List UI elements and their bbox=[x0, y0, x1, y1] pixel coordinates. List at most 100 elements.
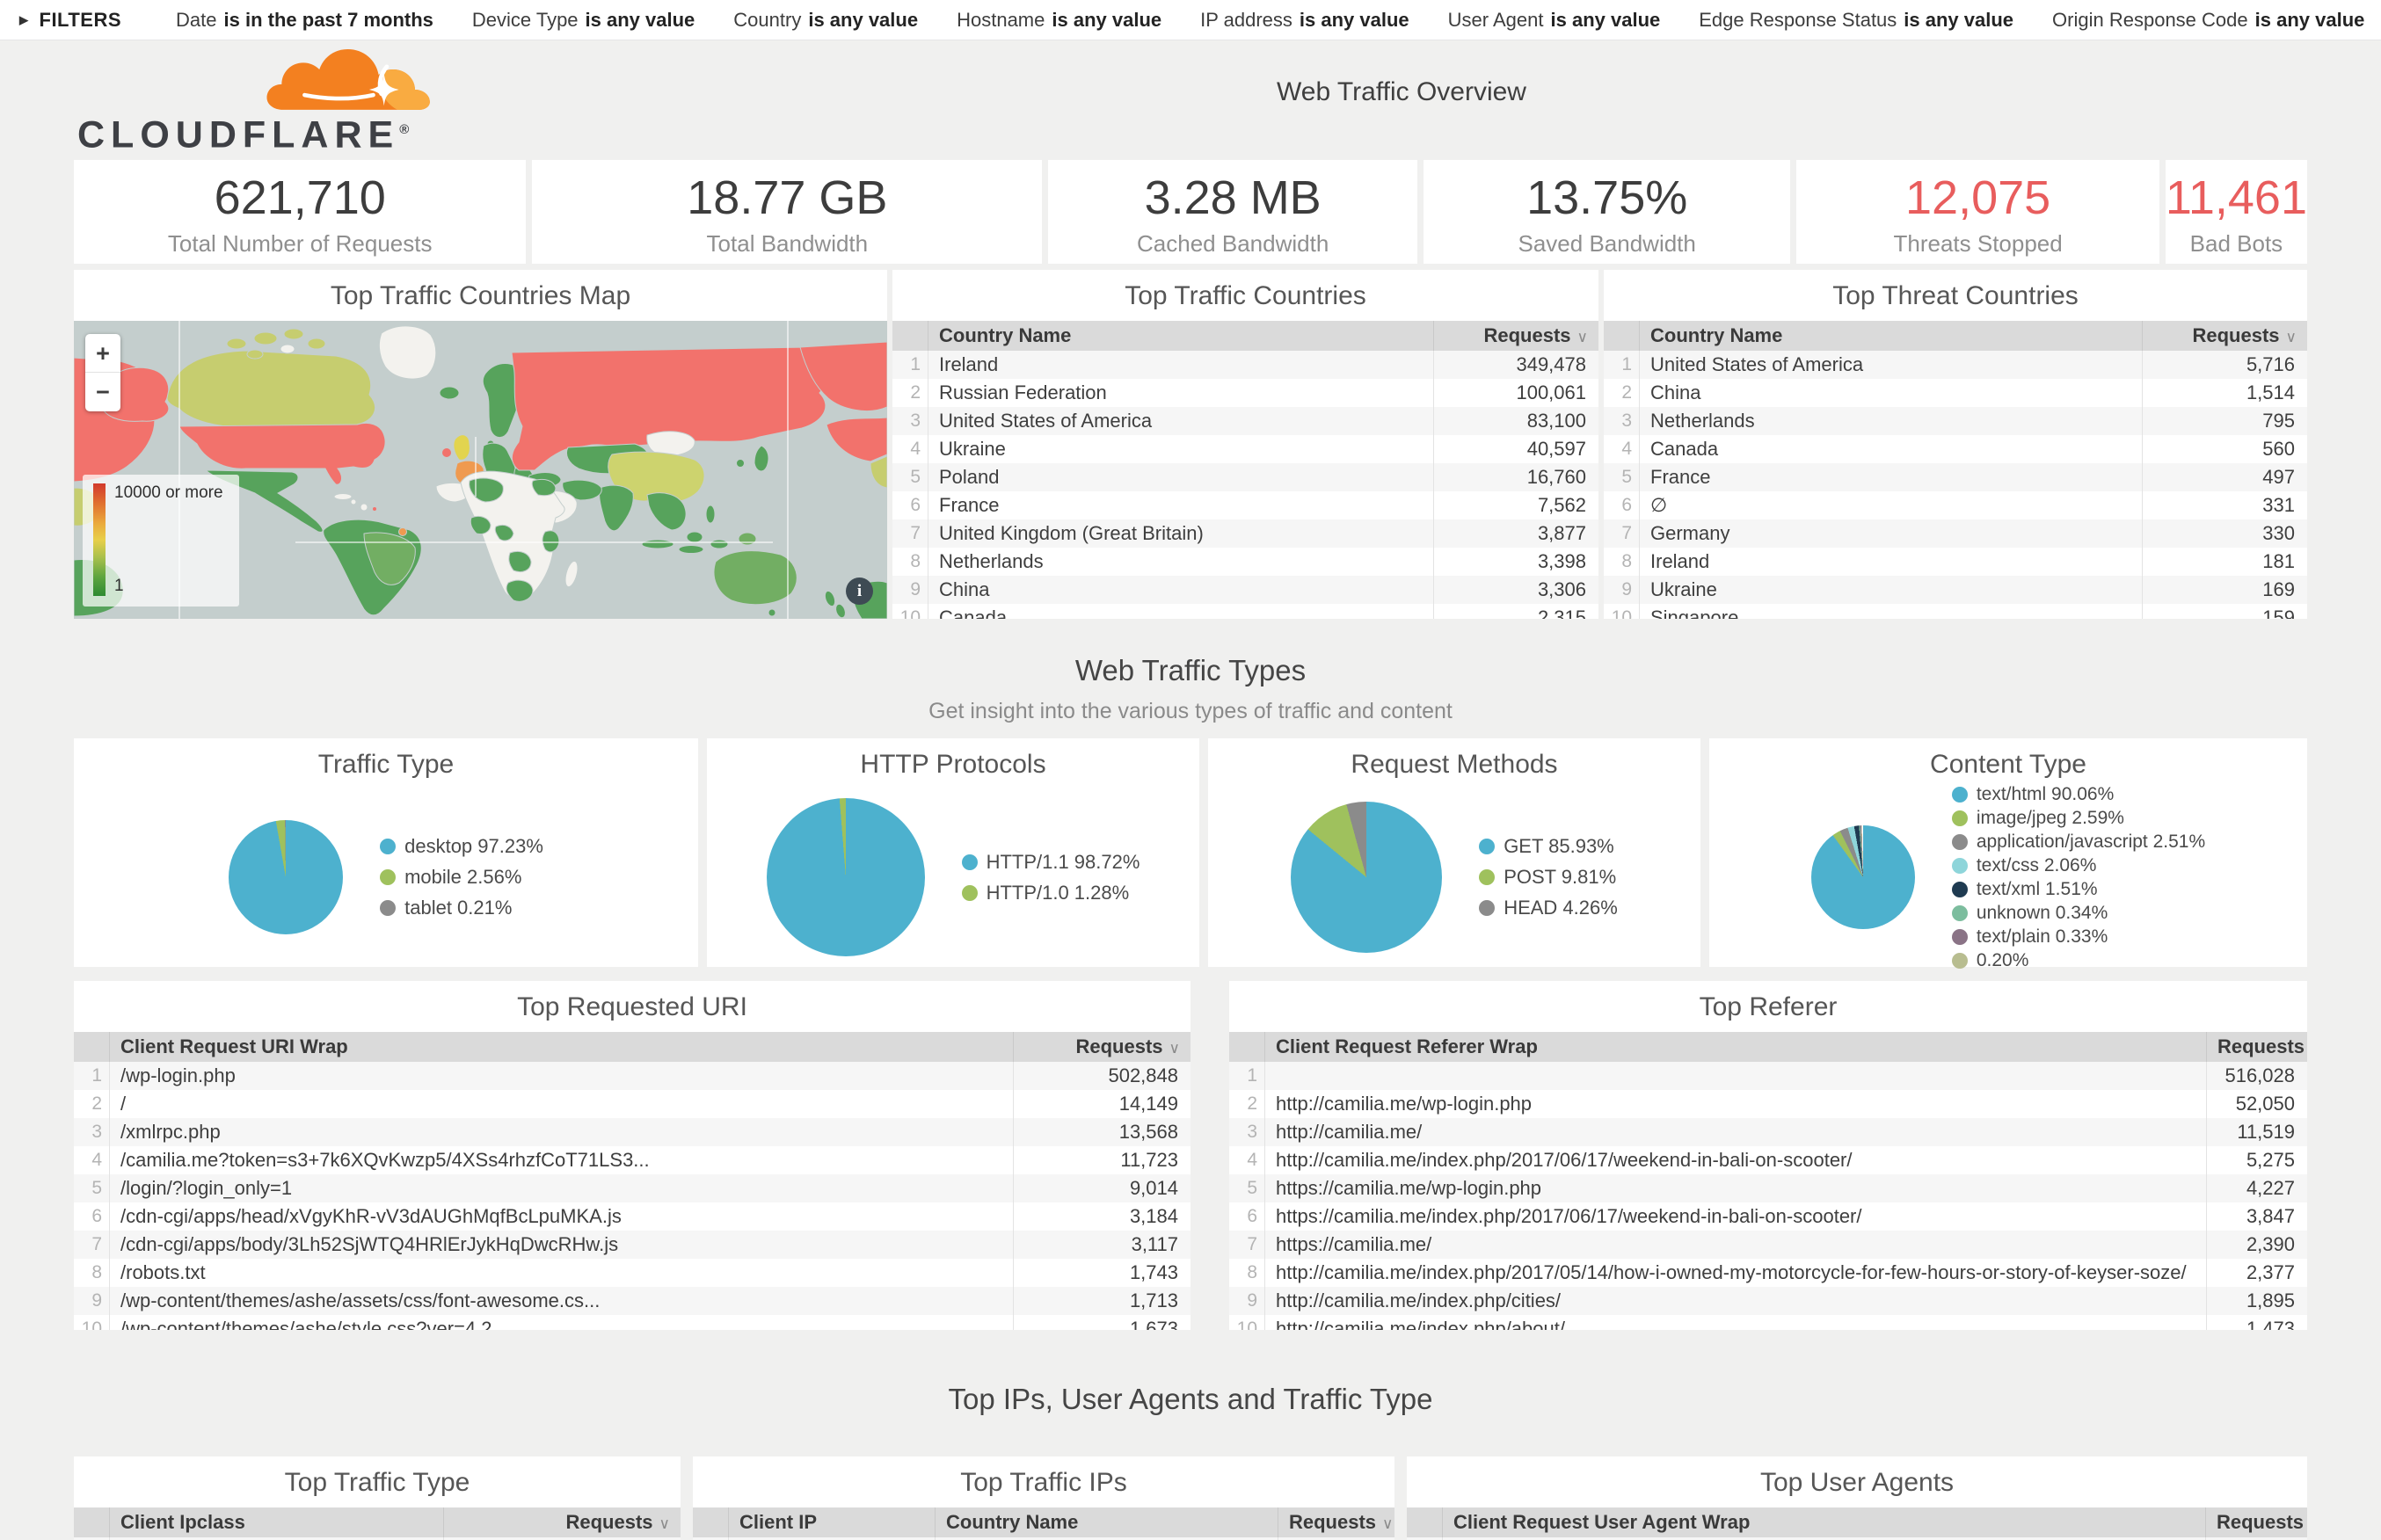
table-row[interactable]: 3 http://camilia.me/ 11,519 bbox=[1229, 1118, 2307, 1146]
row-number: 8 bbox=[1621, 551, 1632, 571]
world-map[interactable]: + − 10000 or more 1 i bbox=[74, 321, 887, 619]
filter-item[interactable]: Date is in the past 7 months bbox=[176, 9, 433, 32]
country-column-header[interactable]: Country Name bbox=[935, 1507, 1278, 1537]
legend-item[interactable]: 0.20% bbox=[1951, 950, 2205, 971]
legend-item[interactable]: text/html 90.06% bbox=[1951, 784, 2205, 805]
user-agent-column-header[interactable]: Client Request User Agent Wrap bbox=[1442, 1507, 2205, 1537]
table-row[interactable]: 1 noRecord 568,088 bbox=[74, 1537, 681, 1540]
table-row[interactable]: 5 /login/?login_only=1 9,014 bbox=[74, 1174, 1190, 1202]
table-row[interactable]: 8 Ireland 181 bbox=[1604, 548, 2307, 576]
table-row[interactable]: 6 https://camilia.me/index.php/2017/06/1… bbox=[1229, 1202, 2307, 1231]
ipclass-column-header[interactable]: Client Ipclass bbox=[109, 1507, 443, 1537]
client-ip-column-header[interactable]: Client IP bbox=[728, 1507, 935, 1537]
legend-item[interactable]: GET 85.93% bbox=[1479, 835, 1618, 858]
country-cell: Canada bbox=[1639, 435, 2142, 463]
row-number: 3 bbox=[91, 1122, 102, 1142]
table-row[interactable]: 2 China 1,514 bbox=[1604, 379, 2307, 407]
legend-item[interactable]: mobile 2.56% bbox=[380, 866, 543, 889]
row-number: 10 bbox=[899, 607, 921, 619]
legend-item[interactable]: tablet 0.21% bbox=[380, 897, 543, 919]
table-row[interactable]: 8 http://camilia.me/index.php/2017/05/14… bbox=[1229, 1259, 2307, 1287]
table-row[interactable]: 4 /camilia.me?token=s3+7k6XQvKwzp5/4XSs4… bbox=[74, 1146, 1190, 1174]
table-row[interactable]: 5 Poland 16,760 bbox=[892, 463, 1598, 491]
table-row[interactable]: 1 United States of America 5,716 bbox=[1604, 351, 2307, 379]
filter-item[interactable]: User Agent is any value bbox=[1448, 9, 1661, 32]
filter-item[interactable]: Edge Response Status is any value bbox=[1699, 9, 2013, 32]
table-row[interactable]: 10 http://camilia.me/index.php/about/ 1,… bbox=[1229, 1315, 2307, 1330]
table-row[interactable]: 4 Ukraine 40,597 bbox=[892, 435, 1598, 463]
country-name-header[interactable]: Country Name bbox=[1639, 321, 2142, 351]
filter-item[interactable]: Country is any value bbox=[733, 9, 918, 32]
request-methods-pie-chart[interactable] bbox=[1291, 802, 1443, 953]
table-row[interactable]: 7 United Kingdom (Great Britain) 3,877 bbox=[892, 519, 1598, 548]
legend-item[interactable]: HEAD 4.26% bbox=[1479, 897, 1618, 919]
referer-column-header[interactable]: Client Request Referer Wrap bbox=[1264, 1032, 2206, 1062]
table-row[interactable]: 9 http://camilia.me/index.php/cities/ 1,… bbox=[1229, 1287, 2307, 1315]
table-row[interactable]: 6 France 7,562 bbox=[892, 491, 1598, 519]
table-row[interactable]: 8 Netherlands 3,398 bbox=[892, 548, 1598, 576]
filters-toggle[interactable]: ▶ FILTERS bbox=[19, 9, 121, 32]
table-row[interactable]: 2 http://camilia.me/wp-login.php 52,050 bbox=[1229, 1090, 2307, 1118]
table-row[interactable]: 10 /wp-content/themes/ashe/style.css?ver… bbox=[74, 1315, 1190, 1330]
table-row[interactable]: 1 185.234.218.33 Ireland 96,945 bbox=[693, 1537, 1394, 1540]
legend-item[interactable]: text/plain 0.33% bbox=[1951, 926, 2205, 948]
table-row[interactable]: 10 Singapore 159 bbox=[1604, 604, 2307, 619]
table-row[interactable]: 3 Netherlands 795 bbox=[1604, 407, 2307, 435]
legend-item[interactable]: desktop 97.23% bbox=[380, 835, 543, 858]
table-row[interactable]: 3 /xmlrpc.php 13,568 bbox=[74, 1118, 1190, 1146]
filters-label: FILTERS bbox=[39, 8, 122, 31]
requests-sort-header[interactable]: Requests∨ bbox=[2142, 321, 2307, 351]
table-row[interactable]: 7 /cdn-cgi/apps/body/3Lh52SjWTQ4HRlErJyk… bbox=[74, 1231, 1190, 1259]
stat-value: 12,075 bbox=[1905, 171, 2051, 224]
filter-item[interactable]: Origin Response Code is any value bbox=[2052, 9, 2364, 32]
legend-item[interactable]: text/css 2.06% bbox=[1951, 855, 2205, 876]
table-row[interactable]: 6 /cdn-cgi/apps/head/xVgyKhR-vV3dAUGhMqf… bbox=[74, 1202, 1190, 1231]
table-row[interactable]: 6 ∅ 331 bbox=[1604, 491, 2307, 519]
table-row[interactable]: 8 /robots.txt 1,743 bbox=[74, 1259, 1190, 1287]
content-type-pie-chart[interactable] bbox=[1810, 825, 1915, 929]
panel-top-requested-uri: Top Requested URI Client Request URI Wra… bbox=[74, 981, 1190, 1330]
legend-item[interactable]: unknown 0.34% bbox=[1951, 903, 2205, 924]
table-row[interactable]: 3 United States of America 83,100 bbox=[892, 407, 1598, 435]
table-row[interactable]: 9 Ukraine 169 bbox=[1604, 576, 2307, 604]
legend-color-dot bbox=[1951, 857, 1968, 874]
requests-cell: 330 bbox=[2142, 519, 2307, 548]
table-row[interactable]: 1 /wp-login.php 502,848 bbox=[74, 1062, 1190, 1090]
traffic-type-pie-chart[interactable] bbox=[229, 820, 344, 934]
requests-sort-header[interactable]: Requests∨ bbox=[443, 1507, 681, 1537]
table-row[interactable]: 1 Mozilla/5.0 (Windows NT 6.1; WOW64; rv… bbox=[1407, 1537, 2307, 1540]
table-row[interactable]: 1 516,028 bbox=[1229, 1062, 2307, 1090]
legend-item[interactable]: HTTP/1.0 1.28% bbox=[961, 882, 1140, 904]
uri-column-header[interactable]: Client Request URI Wrap bbox=[109, 1032, 1013, 1062]
filter-item[interactable]: Device Type is any value bbox=[472, 9, 695, 32]
requests-sort-header[interactable]: Requests∨ bbox=[2205, 1507, 2307, 1537]
table-row[interactable]: 10 Canada 2,315 bbox=[892, 604, 1598, 619]
requests-sort-header[interactable]: Requests∨ bbox=[1013, 1032, 1190, 1062]
zoom-out-button[interactable]: − bbox=[96, 379, 110, 405]
legend-item[interactable]: POST 9.81% bbox=[1479, 866, 1618, 889]
table-row[interactable]: 4 Canada 560 bbox=[1604, 435, 2307, 463]
requests-sort-header[interactable]: Requests∨ bbox=[1433, 321, 1598, 351]
table-row[interactable]: 4 http://camilia.me/index.php/2017/06/17… bbox=[1229, 1146, 2307, 1174]
table-row[interactable]: 9 China 3,306 bbox=[892, 576, 1598, 604]
legend-item[interactable]: text/xml 1.51% bbox=[1951, 879, 2205, 900]
table-row[interactable]: 9 /wp-content/themes/ashe/assets/css/fon… bbox=[74, 1287, 1190, 1315]
table-row[interactable]: 1 Ireland 349,478 bbox=[892, 351, 1598, 379]
filter-item[interactable]: Hostname is any value bbox=[957, 9, 1161, 32]
table-row[interactable]: 5 France 497 bbox=[1604, 463, 2307, 491]
legend-item[interactable]: HTTP/1.1 98.72% bbox=[961, 851, 1140, 874]
table-row[interactable]: 7 https://camilia.me/ 2,390 bbox=[1229, 1231, 2307, 1259]
map-info-icon[interactable]: i bbox=[846, 578, 873, 605]
table-row[interactable]: 2 Russian Federation 100,061 bbox=[892, 379, 1598, 407]
table-row[interactable]: 7 Germany 330 bbox=[1604, 519, 2307, 548]
legend-item[interactable]: image/jpeg 2.59% bbox=[1951, 808, 2205, 829]
filter-item[interactable]: IP address is any value bbox=[1200, 9, 1409, 32]
requests-sort-header[interactable]: Requests∨ bbox=[1278, 1507, 1394, 1537]
country-name-header[interactable]: Country Name bbox=[928, 321, 1433, 351]
legend-item[interactable]: application/javascript 2.51% bbox=[1951, 832, 2205, 853]
zoom-in-button[interactable]: + bbox=[85, 334, 120, 373]
table-row[interactable]: 2 / 14,149 bbox=[74, 1090, 1190, 1118]
table-row[interactable]: 5 https://camilia.me/wp-login.php 4,227 bbox=[1229, 1174, 2307, 1202]
requests-sort-header[interactable]: Requests∨ bbox=[2206, 1032, 2307, 1062]
http-protocols-pie-chart[interactable] bbox=[766, 798, 925, 956]
